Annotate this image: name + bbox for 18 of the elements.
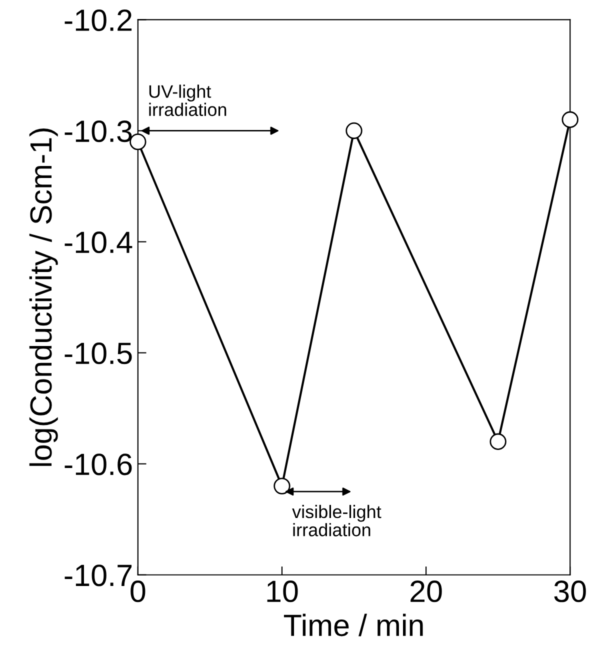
x-tick-label: 10: [267, 580, 298, 602]
y-tick-label: -10.2: [64, 9, 132, 32]
x-tick-label: 0: [130, 580, 146, 602]
y-axis-title: log(Conductivity / Scm-1): [29, 128, 58, 466]
point: [562, 111, 578, 128]
x-tick-label: 20: [410, 580, 442, 602]
x-axis-title: Time / min: [284, 614, 423, 636]
y-tick-label: -10.3: [64, 120, 132, 142]
y-tick-label: -10.4: [64, 232, 132, 254]
y-tick-label: -10.7: [64, 564, 132, 586]
y-tick-label: -10.5: [64, 342, 132, 364]
point: [346, 122, 362, 140]
x-tick-label: 30: [554, 580, 586, 602]
point: [274, 478, 290, 494]
annotation: visible-light irradiation: [292, 504, 382, 536]
annotation: UV-light irradiation: [149, 84, 226, 116]
point: [490, 433, 506, 450]
y-tick-label: -10.6: [64, 454, 132, 476]
